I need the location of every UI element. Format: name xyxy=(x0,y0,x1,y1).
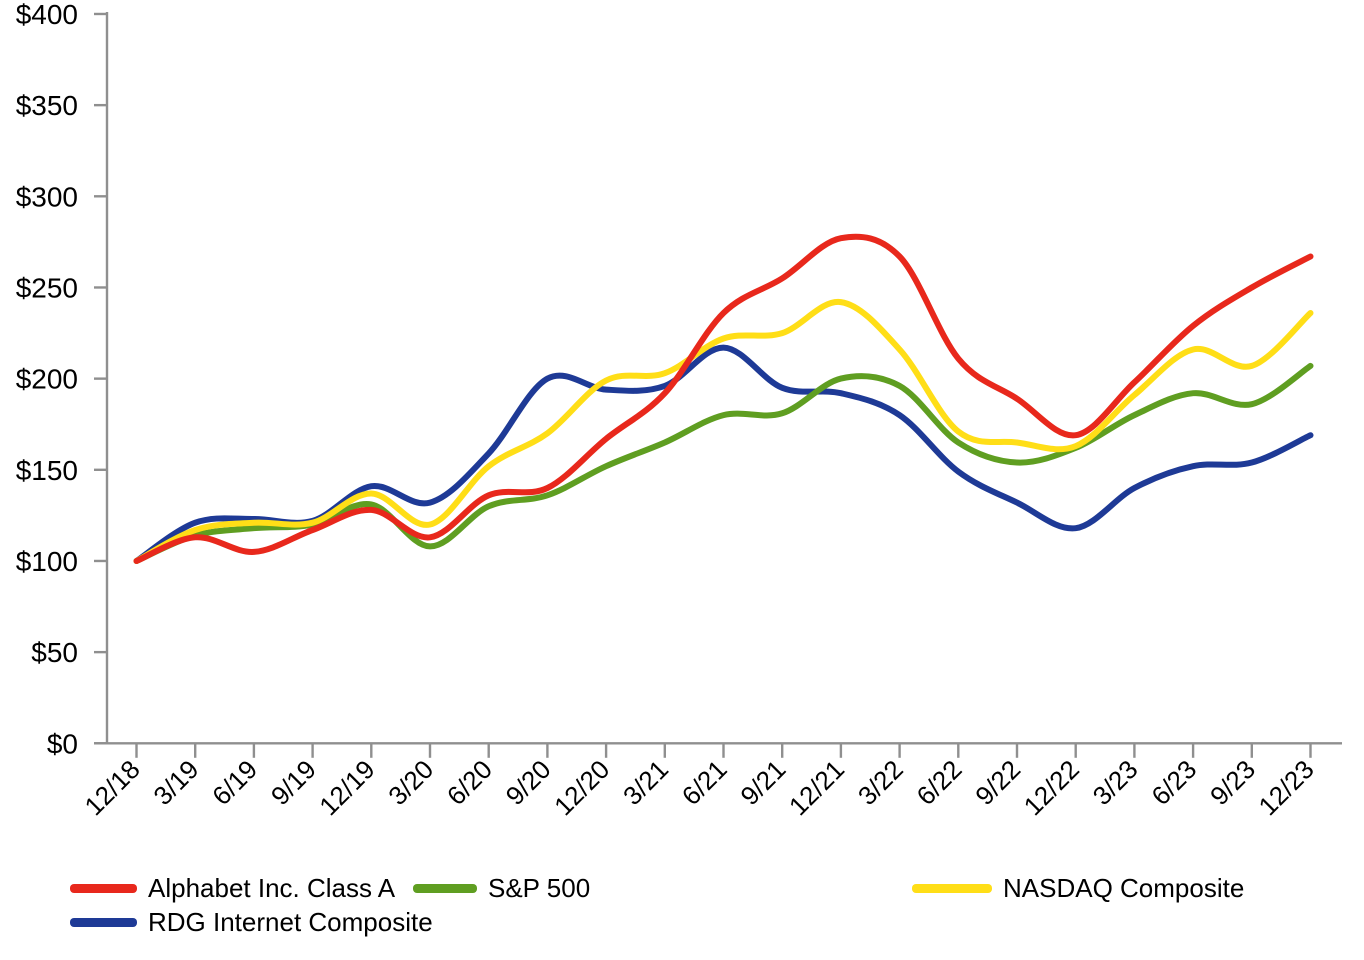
legend-label-sp-500: S&P 500 xyxy=(488,873,591,903)
legend-item-nasdaq-composite: NASDAQ Composite xyxy=(912,872,1244,904)
x-axis-tick-label: 12/18 xyxy=(79,754,146,821)
legend-item-sp-500: S&P 500 xyxy=(413,872,590,904)
x-axis-tick-label: 6/20 xyxy=(441,754,498,811)
y-axis-tick-label: $50 xyxy=(31,637,78,668)
y-axis-tick-label: $150 xyxy=(16,455,78,486)
x-axis-tick-label: 6/21 xyxy=(676,754,733,811)
x-axis-tick-label: 9/19 xyxy=(265,754,322,811)
y-axis-tick-label: $0 xyxy=(47,728,78,759)
legend-swatch-sp-500 xyxy=(413,883,477,893)
legend-swatch-rdg-internet-composite xyxy=(70,917,137,927)
x-axis-tick-label: 3/19 xyxy=(147,754,204,811)
x-axis-tick-label: 9/22 xyxy=(969,754,1026,811)
legend-label-rdg-internet-composite: RDG Internet Composite xyxy=(148,907,433,937)
x-axis-tick-label: 3/22 xyxy=(852,754,909,811)
y-axis-tick-label: $200 xyxy=(16,364,78,395)
series-line-s-p-500 xyxy=(133,362,1314,564)
x-axis-tick-label: 3/21 xyxy=(617,754,674,811)
x-axis-tick-label: 12/19 xyxy=(313,754,380,821)
x-axis-tick-label: 3/20 xyxy=(382,754,439,811)
x-axis-tick-label: 9/21 xyxy=(734,754,791,811)
x-axis-tick-label: 6/22 xyxy=(911,754,968,811)
x-axis-tick-label: 6/19 xyxy=(206,754,263,811)
y-axis-tick-label: $100 xyxy=(16,546,78,577)
legend-item-rdg-internet-composite: RDG Internet Composite xyxy=(70,906,433,938)
x-axis-tick-label: 9/23 xyxy=(1204,754,1261,811)
x-axis-tick-label: 12/20 xyxy=(548,754,615,821)
y-axis-tick-label: $250 xyxy=(16,272,78,303)
legend-label-alphabet-inc-class-a: Alphabet Inc. Class A xyxy=(148,873,396,903)
x-axis-tick-label: 6/23 xyxy=(1145,754,1202,811)
series-line-alphabet-inc-class-a xyxy=(133,233,1314,564)
x-axis-tick-label: 12/22 xyxy=(1018,754,1085,821)
y-axis-tick-label: $350 xyxy=(16,90,78,121)
y-axis-tick-label: $300 xyxy=(16,181,78,212)
x-axis-tick-label: 12/23 xyxy=(1253,754,1320,821)
legend-item-alphabet-inc-class-a: Alphabet Inc. Class A xyxy=(70,872,395,904)
legend-swatch-nasdaq-composite xyxy=(912,883,992,893)
series-line-nasdaq-composite xyxy=(133,299,1314,564)
y-axis-tick-label: $400 xyxy=(16,0,78,30)
x-axis-tick-label: 9/20 xyxy=(500,754,557,811)
legend-swatch-alphabet-inc-class-a xyxy=(70,883,137,893)
x-axis-tick-label: 12/21 xyxy=(783,754,850,821)
x-axis-tick-label: 3/23 xyxy=(1087,754,1144,811)
legend-label-nasdaq-composite: NASDAQ Composite xyxy=(1003,873,1245,903)
